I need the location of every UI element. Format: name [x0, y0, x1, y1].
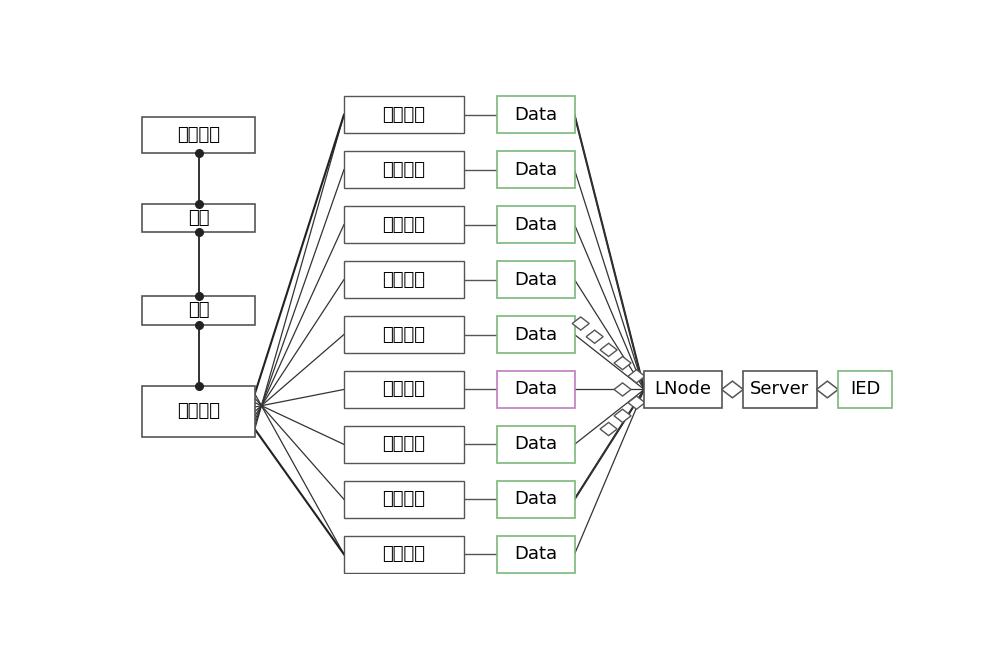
Bar [497, 316, 575, 353]
Bar [344, 96, 464, 134]
Bar [344, 371, 464, 408]
Polygon shape [816, 381, 838, 398]
Polygon shape [600, 343, 617, 357]
Bar [497, 151, 575, 188]
Text: LNode: LNode [654, 381, 712, 399]
Polygon shape [600, 422, 617, 435]
Text: IED: IED [850, 381, 880, 399]
Bar [344, 261, 464, 298]
Bar [497, 371, 575, 408]
Text: 状态监测: 状态监测 [382, 161, 426, 179]
Text: 通信链路: 通信链路 [382, 215, 426, 233]
Polygon shape [614, 409, 631, 422]
Text: Data: Data [514, 161, 557, 179]
Bar [497, 96, 575, 134]
Bar [644, 371, 722, 408]
Text: Data: Data [514, 545, 557, 563]
Text: 动作信息: 动作信息 [382, 435, 426, 453]
Polygon shape [614, 357, 631, 370]
Bar [344, 481, 464, 518]
Polygon shape [586, 330, 603, 343]
Bar [743, 371, 817, 408]
Text: Data: Data [514, 326, 557, 344]
Bar [497, 261, 575, 298]
Bar [838, 371, 892, 408]
Text: 运行状态: 运行状态 [382, 270, 426, 288]
Text: 压板: 压板 [188, 209, 209, 227]
Bar [497, 426, 575, 463]
Text: 二次设备: 二次设备 [177, 402, 220, 421]
Bar [497, 535, 575, 573]
Text: 自检信息: 自检信息 [382, 326, 426, 344]
Text: Data: Data [514, 270, 557, 288]
Bar [344, 316, 464, 353]
Polygon shape [572, 317, 589, 330]
Text: 设备台账: 设备台账 [382, 106, 426, 124]
Text: Data: Data [514, 215, 557, 233]
Bar [497, 206, 575, 243]
Bar [142, 386, 255, 437]
Text: Data: Data [514, 381, 557, 399]
Bar [142, 296, 255, 324]
Text: Data: Data [514, 490, 557, 508]
Text: 压板: 压板 [188, 301, 209, 319]
Bar [142, 117, 255, 153]
Polygon shape [628, 370, 645, 383]
Text: 二次设备: 二次设备 [177, 126, 220, 144]
Text: Data: Data [514, 106, 557, 124]
Bar [142, 204, 255, 232]
Bar [344, 426, 464, 463]
Text: Data: Data [514, 435, 557, 453]
Bar [497, 481, 575, 518]
Text: Server: Server [750, 381, 810, 399]
Polygon shape [628, 396, 645, 409]
Text: 故障录波: 故障录波 [382, 545, 426, 563]
Bar [344, 151, 464, 188]
Text: 异常告警: 异常告警 [382, 381, 426, 399]
Bar [344, 535, 464, 573]
Polygon shape [722, 381, 743, 398]
Text: 日志信息: 日志信息 [382, 490, 426, 508]
Bar [344, 206, 464, 243]
Polygon shape [614, 383, 631, 396]
